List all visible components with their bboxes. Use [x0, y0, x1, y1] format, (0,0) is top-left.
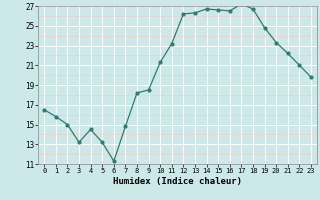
X-axis label: Humidex (Indice chaleur): Humidex (Indice chaleur): [113, 177, 242, 186]
